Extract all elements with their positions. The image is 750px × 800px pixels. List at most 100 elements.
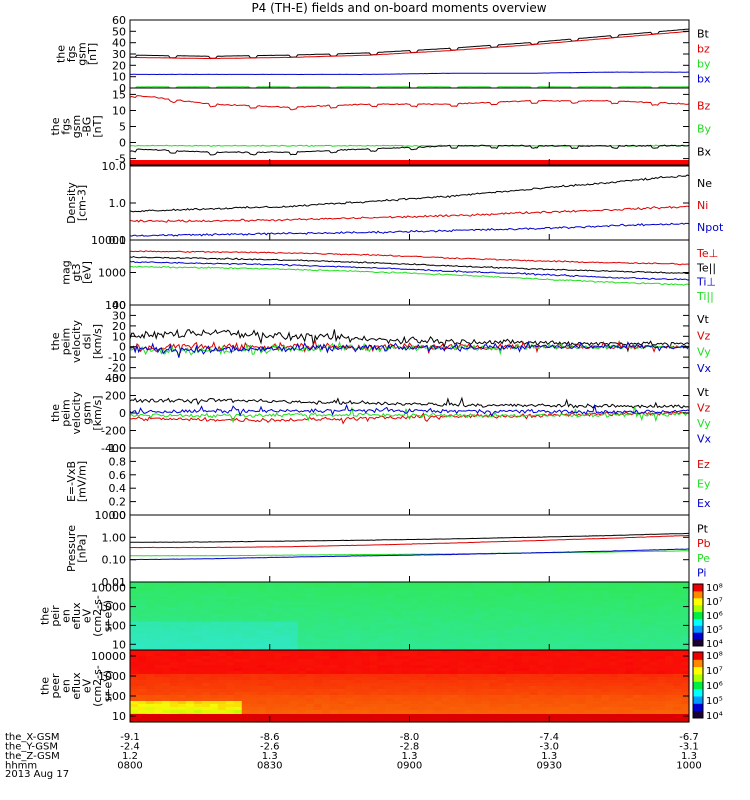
heatmap-cell [545,604,554,609]
heatmap-cell [281,671,291,675]
heatmap-cell [241,607,251,611]
heatmap-cell [425,627,435,631]
x-axis-value: -3.1 [679,742,699,753]
heatmap-cell [289,653,299,657]
heatmap-cell [273,680,283,684]
heatmap-cell [225,683,235,687]
heatmap-cell [473,668,482,672]
heatmap-cell [577,584,586,589]
heatmap-cell [313,668,323,672]
heatmap-cell [657,677,666,681]
heatmap-cell [289,627,299,631]
heatmap-cell [385,662,395,666]
heatmap-cell [449,686,458,690]
heatmap-cell [521,695,530,699]
heatmap-cell [625,587,634,592]
heatmap-cell [209,621,219,626]
heatmap-cell [601,665,610,669]
heatmap-cell [161,618,171,623]
heatmap-cell [665,662,674,666]
heatmap-cell [273,610,283,614]
heatmap-cell [481,668,490,672]
heatmap-cell [489,686,498,690]
heatmap-cell [577,599,586,603]
heatmap-cell [585,710,594,714]
heatmap-cell [409,635,419,640]
heatmap-cell [241,650,251,654]
heatmap-cell [489,662,498,666]
heatmap-cell [161,604,171,609]
heatmap-cell [138,698,147,702]
heatmap-cell [481,644,490,648]
heatmap-cell [409,596,419,600]
heatmap-cell [585,616,594,620]
heatmap-cell [513,704,522,708]
heatmap-cell [537,665,546,669]
heatmap-cell [257,707,267,711]
heatmap-cell [337,630,347,634]
heatmap-cell [130,621,139,626]
heatmap-cell [617,630,626,634]
heatmap-cell [537,624,546,628]
heatmap-cell [169,686,179,690]
heatmap-cell [425,677,435,681]
heatmap-cell [201,599,211,603]
heatmap-cell [185,704,195,708]
heatmap-cell [577,624,586,628]
heatmap-cell [633,641,642,645]
heatmap-cell [529,653,538,657]
heatmap-cell [193,604,203,609]
heatmap-cell [337,677,347,681]
heatmap-cell [233,582,243,586]
heatmap-cell [321,710,331,714]
heatmap-cell [577,683,586,687]
heatmap-cell [569,665,578,669]
heatmap-cell [305,610,315,614]
heatmap-cell [681,590,690,594]
heatmap-cell [665,659,674,663]
heatmap-cell [665,633,674,637]
heatmap-cell [329,650,339,654]
heatmap-cell [297,590,307,594]
heatmap-cell [369,590,379,594]
heatmap-cell [385,698,395,702]
heatmap-cell [505,653,514,657]
heatmap-cell [529,621,538,626]
heatmap-cell [505,627,514,631]
heatmap-cell [585,587,594,592]
heatmap-cell [273,701,283,705]
heatmap-cell [385,627,395,631]
heatmap-cell [369,701,379,705]
heatmap-cell [481,610,490,614]
heatmap-cell [185,686,195,690]
heatmap-cell [449,624,458,628]
heatmap-cell [577,601,586,606]
heatmap-cell [649,601,658,606]
heatmap-cell [313,621,323,626]
heatmap-cell [409,671,419,675]
heatmap-cell [569,638,578,643]
heatmap-cell [569,695,578,699]
heatmap-cell [289,584,299,589]
heatmap-cell [465,627,474,631]
series-line-Vz [129,411,690,425]
y-axis-label: eflux [70,602,83,630]
heatmap-cell [361,656,371,660]
legend-entry-bz: bz [697,43,710,56]
heatmap-cell [633,680,642,684]
heatmap-cell [521,692,530,696]
heatmap-cell [553,674,562,678]
heatmap-cell [673,698,682,702]
heatmap-cell [385,704,395,708]
heatmap-cell [457,599,466,603]
heatmap-cell [409,689,419,693]
heatmap-cell [545,582,554,586]
heatmap-cell [633,635,642,640]
y-tick-label: 0.10 [102,554,127,567]
heatmap-cell [489,604,498,609]
heatmap-cell [377,692,387,696]
heatmap-cell [281,627,291,631]
heatmap-cell [289,618,299,623]
heatmap-cell [657,607,666,611]
heatmap-cell [673,627,682,631]
